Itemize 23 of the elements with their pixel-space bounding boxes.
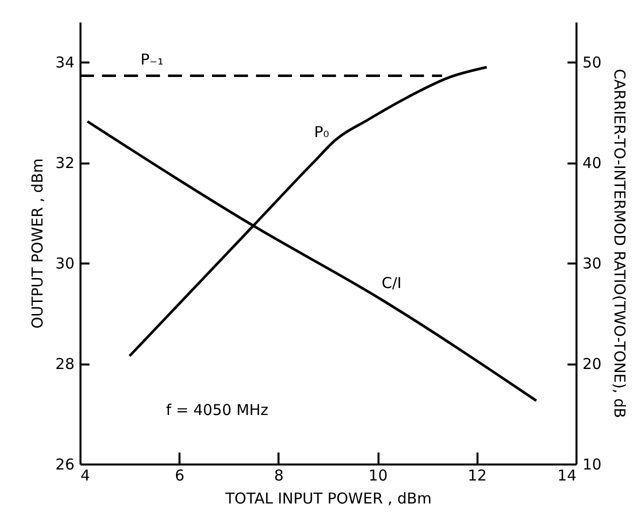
y2-tick-label: 30: [582, 254, 602, 273]
y2-tick-label: 40: [582, 154, 602, 172]
y2-tick-label: 10: [582, 456, 602, 474]
y2-tick-label: 20: [582, 355, 602, 374]
series-label: C/I: [382, 274, 402, 292]
x-axis-title: TOTAL INPUT POWER , dBm: [224, 490, 432, 508]
x-tick-label: 8: [274, 466, 284, 484]
annotation: f = 4050 MHz: [166, 401, 269, 419]
series-label: P₀: [314, 123, 330, 142]
y-tick-label: 28: [55, 355, 74, 374]
y2-axis-title: CARRIER-TO-INTERMOD RATIO(TWO-TONE), dB: [610, 68, 629, 418]
x-tick-label: 6: [174, 466, 184, 484]
x-tick-label: 12: [468, 466, 487, 484]
x-tick-label: 4: [80, 466, 90, 484]
y2-tick-label: 50: [582, 54, 602, 72]
y-tick-label: 34: [55, 54, 74, 72]
x-tick-label: 10: [368, 466, 388, 484]
y-axis-title: OUTPUT POWER , dBm: [28, 158, 46, 329]
y-tick-label: 30: [55, 254, 74, 273]
series-label: P₋₁: [140, 50, 164, 69]
y-tick-label: 32: [55, 154, 74, 172]
y-tick-label: 26: [55, 456, 74, 474]
x-tick-label: 14: [557, 466, 576, 484]
